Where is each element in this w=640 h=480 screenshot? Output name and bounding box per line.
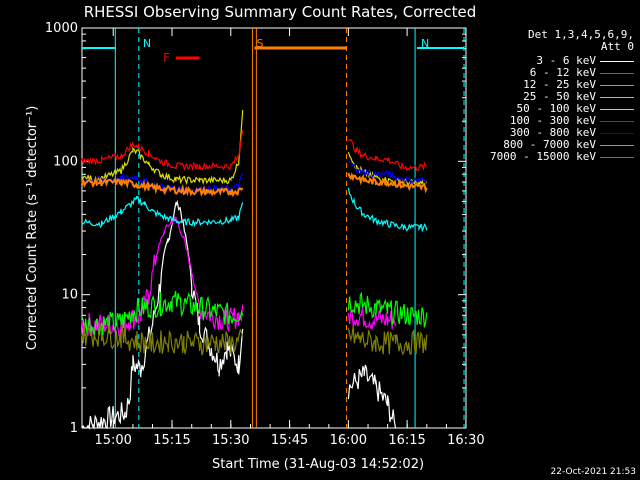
y-axis-label: Corrected Count Rate (s⁻¹ detector⁻¹): [25, 106, 40, 351]
series-line: [81, 187, 428, 233]
mode-flag-label: N: [143, 37, 151, 50]
mode-marker-lines: [114, 28, 465, 428]
legend-entry: 25 - 50 keV: [523, 90, 596, 103]
legend-swatch: [600, 121, 634, 122]
mode-flag-label: S: [256, 37, 263, 50]
series-line: [81, 172, 428, 198]
legend-header: Det 1,3,4,5,6,9,: [528, 28, 634, 41]
legend-swatch: [600, 97, 634, 98]
x-axis-label: Start Time (31-Aug-03 14:52:02): [212, 457, 424, 472]
y-tick-label: 100: [53, 154, 78, 169]
legend-entry: 3 - 6 keV: [536, 54, 596, 67]
plot-axes: 1 10 100 1000 15:00 15:15 15:30 15:45 16:00 16:15…: [45, 21, 485, 448]
legend-entry: 50 - 100 keV: [516, 102, 596, 115]
y-tick-label: 1: [70, 421, 78, 436]
legend-entry: 12 - 25 keV: [523, 78, 596, 91]
x-tick-label: 15:30: [212, 433, 249, 448]
legend-swatch: [600, 145, 634, 146]
legend-swatch: [600, 73, 634, 74]
legend-entry: 7000 - 15000 keV: [490, 150, 596, 163]
annotations: N NFS: [82, 37, 465, 65]
x-tick-label: 16:30: [447, 433, 484, 448]
mode-flag-label: N: [421, 37, 429, 50]
series-line: [81, 199, 397, 431]
x-tick-label: 15:00: [94, 433, 131, 448]
legend-entry: 100 - 300 keV: [509, 114, 596, 127]
legend-entry: 800 - 7000 keV: [503, 138, 596, 151]
legend-swatch: [600, 85, 634, 86]
data-series: [81, 109, 428, 431]
legend-entry: 6 - 12 keV: [529, 66, 596, 79]
series-line: [81, 290, 428, 337]
series-line: [81, 323, 428, 356]
flare-flag-label: F: [163, 51, 170, 65]
y-tick-label: 10: [61, 288, 78, 303]
x-tick-label: 15:15: [153, 433, 190, 448]
plot-frame: [81, 27, 467, 429]
legend-swatch: [600, 61, 634, 62]
legend-header: Att 0: [600, 40, 634, 53]
legend-swatch: [600, 109, 634, 110]
legend-entry: 300 - 800 keV: [509, 126, 596, 139]
legend-swatch: [600, 133, 634, 134]
chart-title: RHESSI Observing Summary Count Rates, Co…: [84, 3, 477, 21]
x-tick-label: 16:00: [330, 433, 367, 448]
x-tick-label: 15:45: [271, 433, 308, 448]
y-tick-label: 1000: [45, 21, 78, 36]
render-timestamp: 22-Oct-2021 21:53: [551, 467, 636, 477]
series-line: [81, 130, 428, 172]
legend-swatch: [600, 157, 634, 158]
series-line: [81, 216, 397, 337]
x-tick-label: 16:15: [388, 433, 425, 448]
